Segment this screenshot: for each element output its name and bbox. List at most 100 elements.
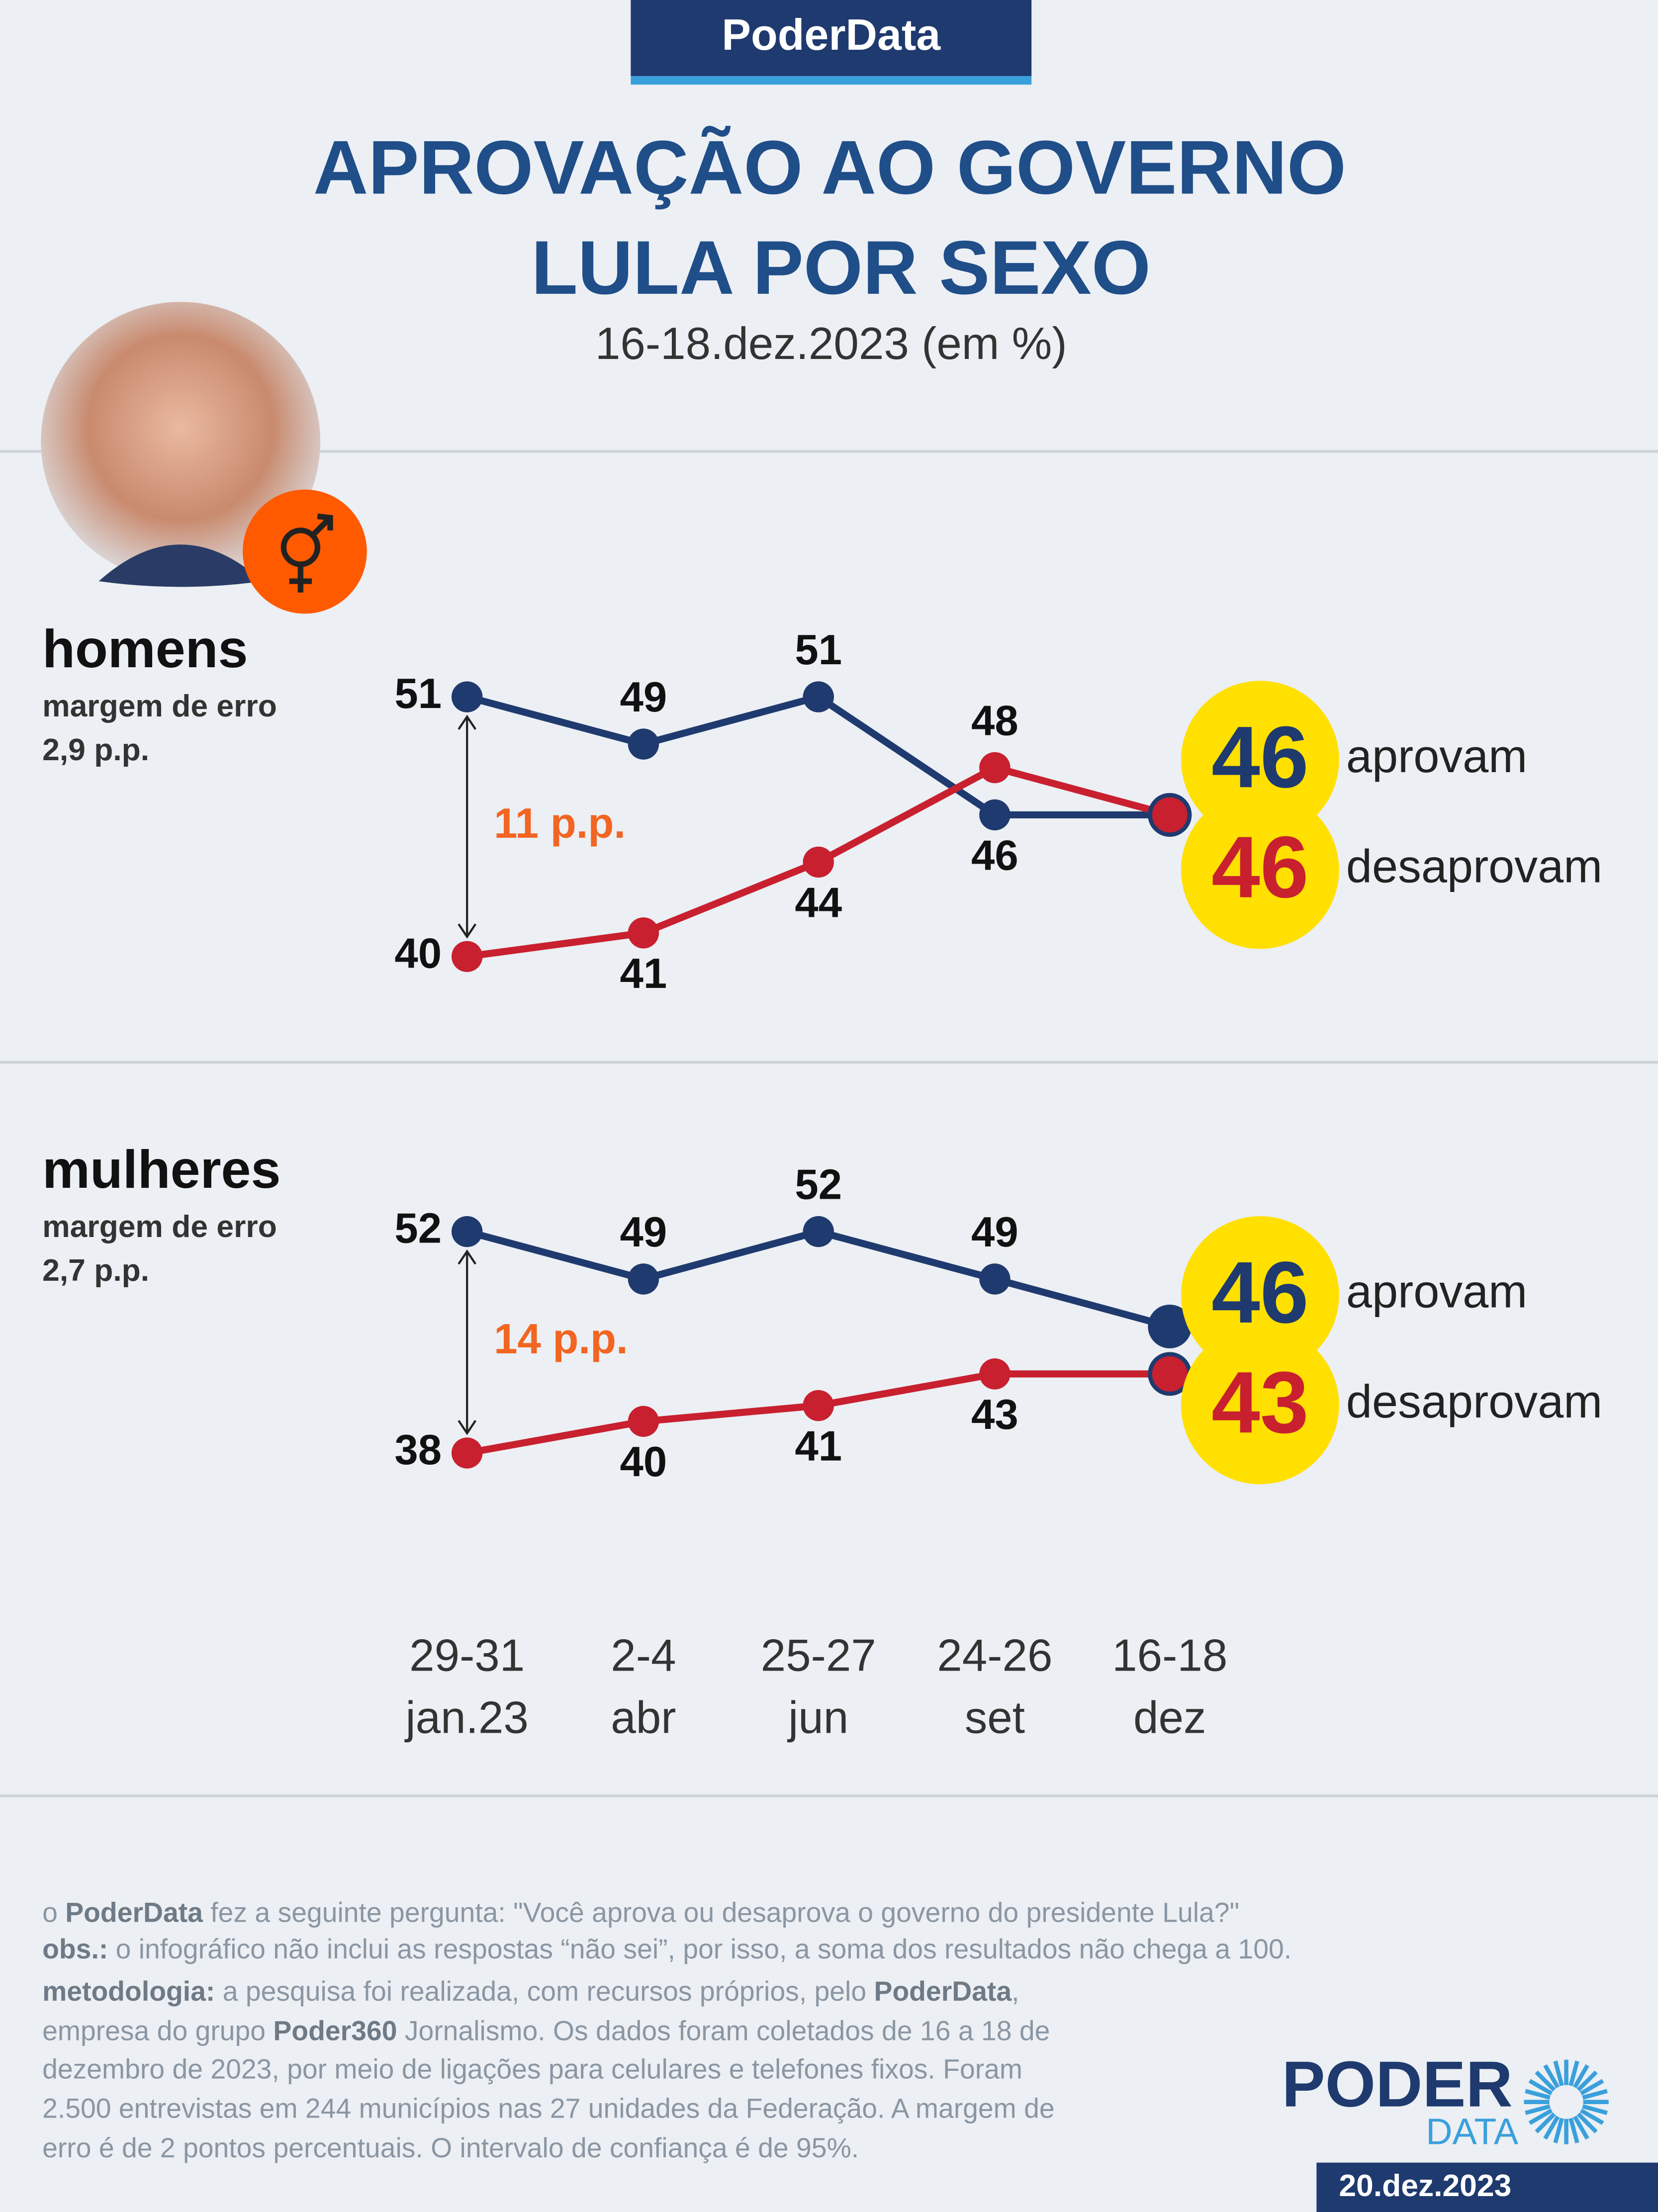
data-point: [979, 752, 1011, 784]
subtitle: 16-18.dez.2023 (em %): [595, 319, 1067, 369]
gender-symbol: [280, 513, 333, 593]
value-label: 43: [971, 1391, 1018, 1438]
data-point: [451, 1216, 483, 1247]
data-point: [451, 1437, 483, 1469]
value-bubble: [1181, 1326, 1339, 1485]
footer-segment: fez a seguinte pergunta: "Você aprova ou…: [203, 1897, 1239, 1928]
footer-segment: o: [42, 1897, 65, 1928]
legend-label: desaprovam: [1346, 840, 1602, 892]
sun-ray: [1576, 2112, 1598, 2133]
sun-ray: [1582, 2104, 1608, 2115]
sun-ray: [1572, 2064, 1589, 2089]
footer-segment: PoderData: [874, 1976, 1012, 2007]
badge: PoderData: [722, 10, 941, 59]
sun-ray: [1568, 2060, 1579, 2086]
value-label: 38: [394, 1426, 442, 1474]
data-point: [628, 917, 659, 949]
panel-subtitle: margem de erro: [42, 689, 277, 723]
footer-segment: Poder360: [273, 2015, 397, 2046]
value-label: 49: [971, 1209, 1018, 1256]
data-point: [628, 1406, 659, 1437]
badge-box: [631, 0, 1032, 77]
value-bubble: [1181, 1216, 1339, 1374]
end-value: 46: [1211, 819, 1309, 916]
footer-segment: metodologia:: [42, 1976, 215, 2007]
sun-ray: [1572, 2116, 1589, 2140]
end-value: 46: [1211, 708, 1309, 806]
annotation: 14 p.p.: [494, 1316, 628, 1363]
footer-note: metodologia: a pesquisa foi realizada, c…: [42, 1976, 1019, 2007]
sun-ray: [1543, 2064, 1560, 2089]
data-point: [979, 1263, 1011, 1295]
x-tick-label: 25-27 jun: [761, 1631, 876, 1743]
data-point: [803, 846, 834, 878]
footer-segment: 2.500 entrevistas em 244 municípios nas …: [42, 2093, 1055, 2124]
value-label: 52: [394, 1205, 442, 1252]
footer-note: erro é de 2 pontos percentuais. O interv…: [42, 2132, 859, 2163]
arrow-head: [458, 1249, 476, 1265]
sun-ray: [1553, 2060, 1564, 2086]
panel-title: homens: [42, 619, 248, 679]
sun-ray: [1568, 2118, 1579, 2144]
badge-stripe: [631, 76, 1032, 85]
annotation: 11 p.p.: [494, 800, 626, 847]
data-point: [628, 1263, 659, 1295]
footer-note: 2.500 entrevistas em 244 municípios nas …: [42, 2093, 1055, 2124]
end-value: 46: [1211, 1244, 1309, 1341]
gender-icon: [243, 489, 367, 614]
footer-note: o PoderData fez a seguinte pergunta: "Vo…: [42, 1897, 1239, 1928]
value-bubble: [1181, 681, 1339, 839]
logo-sunburst: [1524, 2059, 1609, 2144]
x-tick-label: 29-31 jan.23: [404, 1631, 529, 1743]
sun-ray: [1553, 2118, 1564, 2144]
date: 20.dez.2023: [1339, 2168, 1511, 2203]
logo-sub: DATA: [1426, 2111, 1519, 2152]
sun-ray: [1525, 2089, 1551, 2100]
footer-note: dezembro de 2023, por meio de ligações p…: [42, 2053, 1022, 2084]
value-label: 49: [620, 1209, 667, 1256]
value-label: 41: [620, 950, 667, 997]
sun-ray: [1528, 2109, 1553, 2125]
sun-ray: [1582, 2089, 1608, 2100]
sun-ray: [1576, 2070, 1598, 2092]
value-label: 48: [971, 698, 1018, 745]
footer-segment: PoderData: [65, 1897, 203, 1928]
legend-label: aprovam: [1346, 730, 1527, 782]
arrow-head: [458, 923, 476, 939]
footer-note: empresa do grupo Poder360 Jornalismo. Os…: [42, 2015, 1050, 2046]
footer-segment: empresa do grupo: [42, 2015, 273, 2046]
footer-note: obs.: o infográfico não inclui as respos…: [42, 1934, 1291, 1964]
x-tick-label: 2-4 abr: [611, 1631, 676, 1743]
sun-ray: [1579, 2079, 1604, 2096]
panel-title: mulheres: [42, 1139, 280, 1199]
data-point: [451, 941, 483, 973]
footer-segment: a pesquisa foi realizada, com recursos p…: [215, 1976, 874, 2007]
photo-suit: [98, 544, 263, 587]
footer-segment: dezembro de 2023, por meio de ligações p…: [42, 2053, 1022, 2084]
photo: [41, 302, 321, 581]
arrow-head: [458, 1419, 476, 1435]
panel-subtitle: 2,9 p.p.: [42, 732, 149, 767]
value-label: 51: [795, 626, 842, 674]
value-label: 52: [795, 1161, 842, 1209]
value-label: 49: [620, 674, 667, 721]
data-point: [803, 681, 834, 712]
sun-ray: [1535, 2112, 1556, 2133]
data-point: [979, 1358, 1011, 1390]
panel-subtitle: margem de erro: [42, 1209, 277, 1244]
data-point: [451, 681, 483, 712]
data-point: [979, 799, 1011, 831]
logo-main: PODER: [1282, 2048, 1513, 2121]
legend-label: aprovam: [1346, 1265, 1527, 1318]
x-tick-label: 24-26 set: [937, 1631, 1052, 1743]
value-label: 46: [971, 832, 1018, 879]
footer-segment: erro é de 2 pontos percentuais. O interv…: [42, 2132, 859, 2163]
legend-label: desaprovam: [1346, 1375, 1602, 1427]
data-point: [803, 1390, 834, 1421]
sun-ray: [1579, 2109, 1604, 2125]
sun-ray: [1535, 2070, 1556, 2092]
sun-ray: [1528, 2079, 1553, 2096]
panel-subtitle: 2,7 p.p.: [42, 1253, 149, 1288]
